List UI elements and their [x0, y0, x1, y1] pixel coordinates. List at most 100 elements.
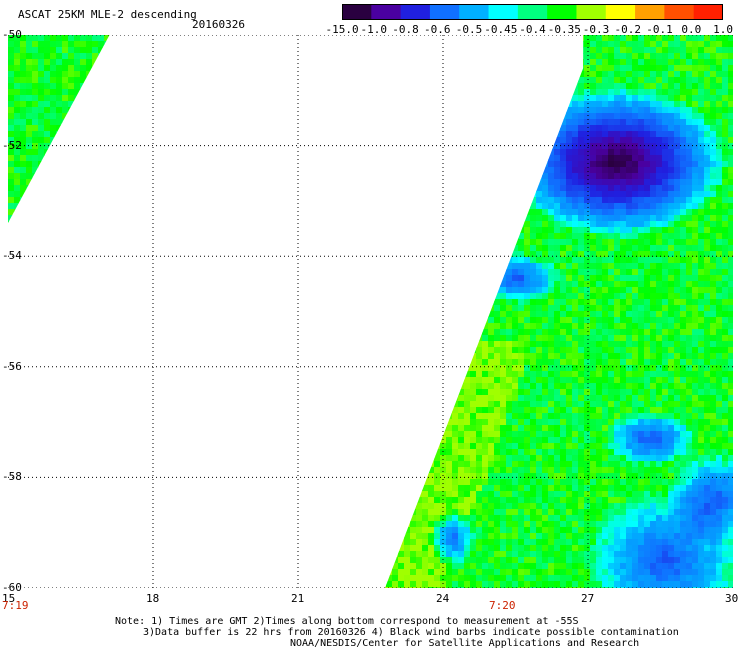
wind-cell — [572, 281, 579, 288]
wind-cell — [686, 251, 693, 258]
wind-cell — [482, 401, 489, 408]
wind-cell — [398, 353, 405, 360]
wind-cell — [530, 215, 537, 222]
wind-cell — [452, 173, 459, 180]
wind-cell — [626, 341, 633, 348]
wind-cell — [668, 425, 675, 432]
wind-cell — [434, 383, 441, 390]
wind-cell — [86, 119, 93, 126]
wind-cell — [632, 41, 639, 48]
wind-cell — [494, 197, 501, 204]
wind-cell — [518, 425, 525, 432]
wind-cell — [608, 41, 615, 48]
wind-cell — [506, 329, 513, 336]
wind-cell — [464, 191, 471, 198]
wind-cell — [704, 359, 711, 366]
wind-cell — [392, 257, 399, 264]
wind-cell — [536, 101, 543, 108]
wind-cell — [518, 203, 525, 210]
wind-cell — [98, 191, 105, 198]
wind-cell — [602, 323, 609, 330]
wind-cell — [572, 473, 579, 480]
wind-cell — [650, 245, 657, 252]
wind-cell — [572, 155, 579, 162]
wind-cell — [644, 203, 651, 210]
wind-cell — [656, 323, 663, 330]
wind-cell — [620, 197, 627, 204]
wind-cell — [620, 437, 627, 444]
wind-cell — [560, 461, 567, 468]
wind-cell — [578, 461, 585, 468]
wind-cell — [518, 173, 525, 180]
wind-cell — [728, 353, 733, 360]
wind-cell — [716, 329, 723, 336]
wind-cell — [596, 323, 603, 330]
wind-cell — [440, 401, 447, 408]
wind-cell — [614, 137, 621, 144]
wind-cell — [392, 359, 399, 366]
wind-cell — [458, 221, 465, 228]
wind-cell — [62, 167, 69, 174]
wind-cell — [452, 35, 459, 42]
wind-cell — [416, 155, 423, 162]
wind-cell — [608, 305, 615, 312]
wind-cell — [446, 47, 453, 54]
wind-cell — [26, 59, 33, 66]
wind-cell — [644, 233, 651, 240]
wind-cell — [698, 293, 705, 300]
wind-cell — [686, 407, 693, 414]
wind-cell — [494, 239, 501, 246]
wind-cell — [542, 149, 549, 156]
wind-cell — [542, 143, 549, 150]
wind-cell — [98, 47, 105, 54]
wind-cell — [32, 83, 39, 90]
wind-cell — [554, 335, 561, 342]
wind-cell — [668, 365, 675, 372]
wind-cell — [386, 221, 393, 228]
wind-cell — [494, 287, 501, 294]
wind-cell — [536, 125, 543, 132]
wind-cell — [464, 155, 471, 162]
wind-cell — [62, 113, 69, 120]
wind-cell — [572, 101, 579, 108]
wind-cell — [458, 71, 465, 78]
wind-cell — [596, 47, 603, 54]
wind-cell — [560, 191, 567, 198]
wind-cell — [668, 35, 675, 42]
wind-cell — [674, 473, 681, 480]
wind-cell — [385, 443, 387, 450]
wind-cell — [452, 77, 459, 84]
wind-cell — [554, 443, 561, 450]
wind-cell — [458, 203, 465, 210]
wind-cell — [548, 473, 555, 480]
wind-cell — [452, 383, 459, 390]
wind-cell — [470, 305, 477, 312]
wind-cell — [674, 155, 681, 162]
wind-cell — [596, 227, 603, 234]
wind-cell — [536, 119, 543, 126]
wind-cell — [494, 305, 501, 312]
wind-cell — [608, 461, 615, 468]
wind-cell — [506, 173, 513, 180]
wind-cell — [680, 263, 687, 270]
colorbar-tick-label: -0.4 — [519, 23, 546, 36]
wind-cell — [662, 425, 669, 432]
wind-cell — [728, 407, 733, 414]
wind-cell — [518, 281, 525, 288]
wind-cell — [722, 251, 729, 258]
wind-cell — [506, 443, 513, 450]
wind-cell — [620, 449, 627, 456]
wind-cell — [692, 413, 699, 420]
wind-cell — [566, 131, 573, 138]
wind-cell — [512, 65, 519, 72]
wind-cell — [626, 149, 633, 156]
wind-cell — [428, 227, 435, 234]
wind-cell — [410, 131, 417, 138]
wind-cell — [530, 467, 537, 474]
wind-cell — [710, 101, 717, 108]
colorbar-tick-label: 1.0 — [713, 23, 733, 36]
wind-cell — [458, 467, 465, 474]
wind-cell — [446, 443, 453, 450]
wind-cell — [38, 131, 45, 138]
wind-cell — [512, 335, 519, 342]
